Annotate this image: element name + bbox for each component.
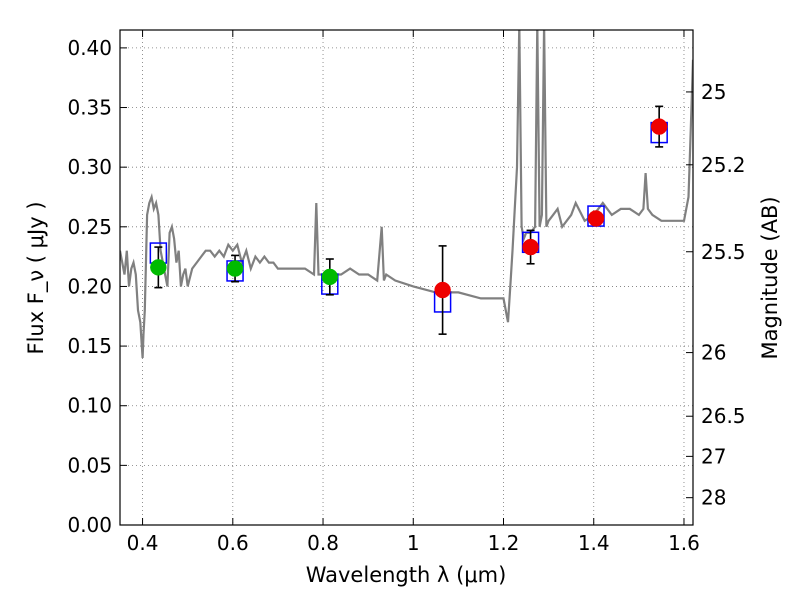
- observed-point: [587, 210, 605, 227]
- y2-tick-label: 28: [701, 486, 726, 510]
- y2-tick-label: 25.2: [701, 153, 746, 177]
- observed-point: [321, 268, 339, 286]
- y-axis-label: Flux F_ν ( μJy ): [24, 201, 49, 354]
- y-tick-label: 0.00: [67, 513, 112, 537]
- x-tick-label: 0.4: [127, 531, 159, 555]
- observed-point: [650, 118, 668, 135]
- y-tick-label: 0.40: [67, 36, 112, 60]
- y2-tick-label: 27: [701, 444, 726, 468]
- y-tick-label: 0.15: [67, 334, 112, 358]
- data-layer: [120, 30, 693, 359]
- x-axis-label: Wavelength λ (μm): [306, 563, 507, 587]
- x-tick-label: 0.8: [307, 531, 339, 555]
- observed-point: [522, 238, 539, 256]
- y-tick-label: 0.05: [67, 453, 112, 477]
- observed-point: [226, 260, 244, 277]
- axis-ticks: 0.4 0.6 0.8 1 1.2 1.4 1.6 0.00 0.05 0.10 0.15 0.20 0…: [67, 30, 746, 555]
- y-tick-label: 0.10: [67, 394, 112, 418]
- plot-frame: [119, 29, 694, 526]
- y-tick-label: 0.25: [67, 215, 112, 239]
- model-spectrum-line: [120, 30, 693, 359]
- y2-axis-label: Magnitude (AB): [758, 196, 782, 359]
- observed-point: [434, 281, 451, 299]
- x-tick-label: 0.6: [217, 531, 249, 555]
- y2-tick-label: 26.5: [701, 404, 746, 428]
- y2-tick-label: 26: [701, 341, 726, 365]
- y2-tick-label: 25.5: [701, 240, 746, 264]
- observed-point: [150, 259, 167, 276]
- plot-background: [120, 30, 693, 525]
- x-tick-label: 1: [407, 531, 420, 555]
- x-tick-label: 1.6: [668, 531, 700, 555]
- grid-lines: [120, 30, 693, 526]
- y-tick-label: 0.20: [67, 274, 112, 298]
- x-tick-label: 1.2: [488, 531, 520, 555]
- y2-tick-label: 25: [701, 80, 726, 104]
- x-tick-label: 1.4: [578, 531, 610, 555]
- y-tick-label: 0.35: [67, 96, 112, 120]
- y-tick-label: 0.30: [67, 155, 112, 179]
